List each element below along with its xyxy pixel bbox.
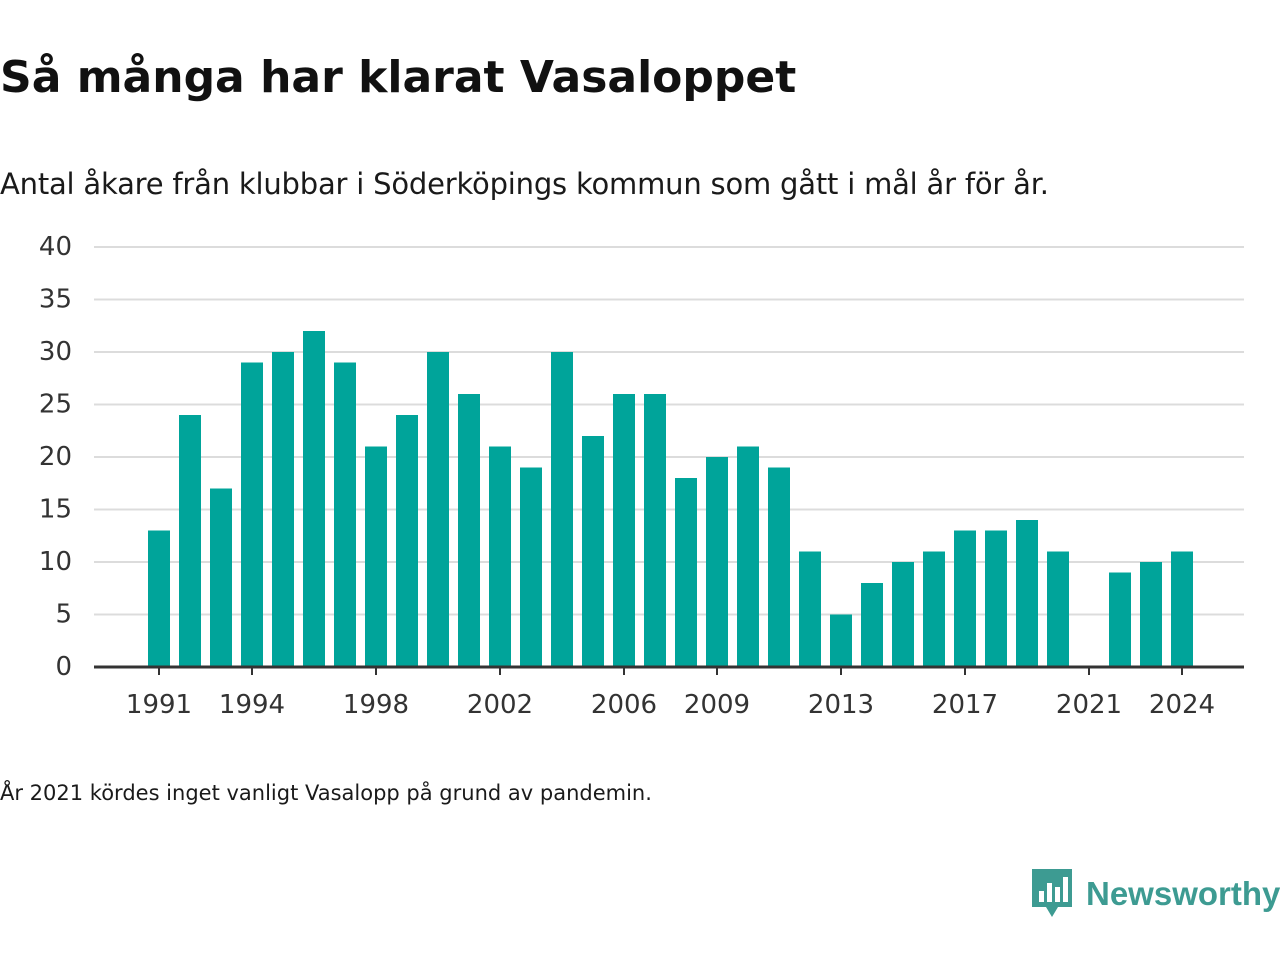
bar-2007 <box>644 394 666 667</box>
bar-2011 <box>768 467 790 667</box>
y-tick-label: 10 <box>39 547 72 577</box>
bar-2023 <box>1140 562 1162 667</box>
bar-1995 <box>272 352 294 667</box>
x-tick-label: 1994 <box>219 690 285 720</box>
bar-2012 <box>799 551 821 667</box>
brand-name: Newsworthy <box>1086 875 1280 912</box>
bar-2009 <box>706 457 728 667</box>
bar-2017 <box>954 530 976 667</box>
bar-2022 <box>1109 572 1131 667</box>
bar-1997 <box>334 362 356 667</box>
y-tick-label: 5 <box>55 600 72 630</box>
y-tick-label: 40 <box>39 232 72 262</box>
newsworthy-logo-icon <box>1032 869 1072 917</box>
bars <box>148 331 1193 667</box>
bar-2008 <box>675 478 697 667</box>
bar-1993 <box>210 488 232 667</box>
bar-2010 <box>737 446 759 667</box>
bar-2003 <box>520 467 542 667</box>
brand-logo: Newsworthy <box>1032 868 1280 920</box>
bar-2018 <box>985 530 1007 667</box>
bar-2002 <box>489 446 511 667</box>
x-axis-ticks: 1991 1994 1998 2002 2006 2009 2013 2017 2021 2024 <box>126 667 1215 720</box>
bar-1994 <box>241 362 263 667</box>
bar-2004 <box>551 352 573 667</box>
x-tick-label: 2021 <box>1056 690 1122 720</box>
bar-2024 <box>1171 551 1193 667</box>
bar-2014 <box>861 583 883 667</box>
y-axis-ticks: 0 5 10 15 20 25 30 35 40 <box>39 232 72 682</box>
bar-1996 <box>303 331 325 667</box>
y-tick-label: 35 <box>39 285 72 315</box>
bar-2005 <box>582 436 604 667</box>
bar-1999 <box>396 415 418 667</box>
footnote: År 2021 kördes inget vanligt Vasalopp på… <box>0 781 652 805</box>
bar-2000 <box>427 352 449 667</box>
bar-2015 <box>892 562 914 667</box>
bar-2020 <box>1047 551 1069 667</box>
bar-2001 <box>458 394 480 667</box>
bar-2006 <box>613 394 635 667</box>
bar-2016 <box>923 551 945 667</box>
y-tick-label: 25 <box>39 390 72 420</box>
x-tick-label: 1991 <box>126 690 192 720</box>
gridlines <box>94 246 1244 616</box>
bar-2013 <box>830 614 852 667</box>
y-tick-label: 0 <box>55 652 72 682</box>
x-tick-label: 2024 <box>1149 690 1215 720</box>
y-tick-label: 15 <box>39 495 72 525</box>
x-tick-label: 2002 <box>467 690 533 720</box>
bar-1998 <box>365 446 387 667</box>
x-tick-label: 2017 <box>932 690 998 720</box>
chart-title: Så många har klarat Vasaloppet <box>0 52 797 103</box>
x-tick-label: 2009 <box>684 690 750 720</box>
bar-1992 <box>179 415 201 667</box>
x-tick-label: 2006 <box>591 690 657 720</box>
x-tick-label: 1998 <box>343 690 409 720</box>
x-tick-label: 2013 <box>808 690 874 720</box>
y-tick-label: 20 <box>39 442 72 472</box>
bar-1991 <box>148 530 170 667</box>
chart-subtitle: Antal åkare från klubbar i Söderköpings … <box>0 167 1049 201</box>
y-tick-label: 30 <box>39 337 72 367</box>
bar-2019 <box>1016 520 1038 667</box>
